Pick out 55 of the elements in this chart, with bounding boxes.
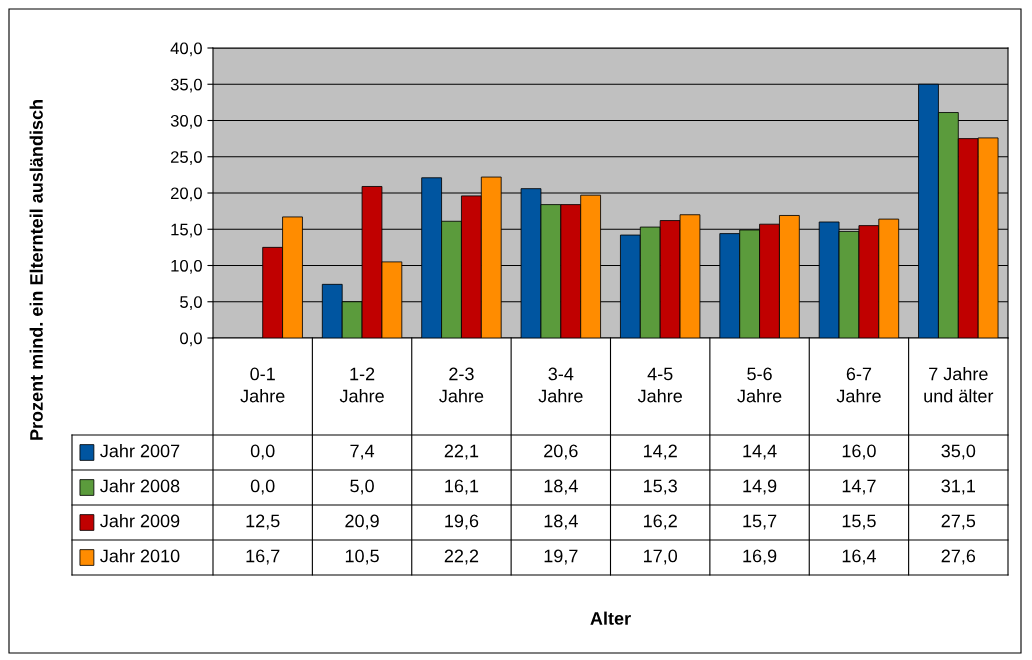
data-label: 16,2 <box>644 514 677 530</box>
x-tick-label: 5-6 Jahre <box>737 367 782 403</box>
x-tick-label: 2-3 Jahre <box>439 367 484 403</box>
data-label: 16,0 <box>842 444 876 460</box>
data-label: 27,6 <box>941 549 976 565</box>
data-label: 16,4 <box>842 549 876 565</box>
data-label: 20,9 <box>345 514 379 530</box>
x-tick-label: 1-2 Jahre <box>339 367 384 403</box>
data-label: 20,6 <box>544 444 578 460</box>
y-tick-label: 40,0 <box>170 42 202 57</box>
data-label: 16,9 <box>743 549 777 565</box>
y-tick-label: 5,0 <box>180 296 202 310</box>
data-label: 12,5 <box>246 514 280 530</box>
data-label: 18,4 <box>544 479 578 495</box>
data-label: 10,5 <box>345 549 379 565</box>
data-label: 5,0 <box>350 479 374 495</box>
data-label: 31,1 <box>941 479 975 495</box>
text: Alter <box>590 611 631 625</box>
data-label: 15,7 <box>743 514 777 530</box>
y-tick-label: 0,0 <box>180 332 202 347</box>
data-label: 27,5 <box>941 514 976 530</box>
data-label: 0,0 <box>250 444 275 460</box>
legend-label: Jahr 2007 <box>100 444 180 458</box>
data-label: 17,0 <box>644 549 678 565</box>
y-tick-label: 30,0 <box>170 114 202 129</box>
data-label: 15,5 <box>842 514 876 530</box>
legend-label: Jahr 2009 <box>100 514 180 528</box>
x-tick-label: 4-5 Jahre <box>637 367 682 403</box>
data-label: 16,1 <box>445 479 479 495</box>
data-label: 14,9 <box>743 479 777 495</box>
data-label: 19,6 <box>445 514 479 530</box>
legend-label: Jahr 2010 <box>100 549 180 563</box>
y-tick-label: 20,0 <box>170 187 202 202</box>
x-tick-label: 0-1 Jahre <box>240 367 285 403</box>
legend-label: Jahr 2008 <box>100 479 180 493</box>
data-label: 19,7 <box>544 549 578 565</box>
data-label: 14,2 <box>644 444 677 460</box>
y-tick-label: 25,0 <box>170 151 202 165</box>
data-label: 18,4 <box>544 514 578 530</box>
data-label: 22,2 <box>444 549 479 565</box>
x-tick-label: 7 Jahre und älter <box>924 367 994 403</box>
data-label: 14,7 <box>842 479 876 495</box>
data-label: 7,4 <box>350 444 375 460</box>
y-tick-label: 10,0 <box>171 259 202 274</box>
data-label: 35,0 <box>941 444 976 460</box>
data-label: 0,0 <box>250 479 275 495</box>
x-tick-label: 3-4 Jahre <box>538 367 583 403</box>
y-tick-label: 15,0 <box>171 223 202 238</box>
data-label: 15,3 <box>644 479 677 495</box>
data-label: 22,1 <box>444 444 479 460</box>
y-tick-label: 35,0 <box>170 78 202 93</box>
x-tick-label: 6-7 Jahre <box>836 367 881 403</box>
data-label: 16,7 <box>246 549 280 565</box>
text: Prozent mind. ein Elternteil ausländisch <box>29 100 43 440</box>
data-label: 14,4 <box>743 444 777 460</box>
